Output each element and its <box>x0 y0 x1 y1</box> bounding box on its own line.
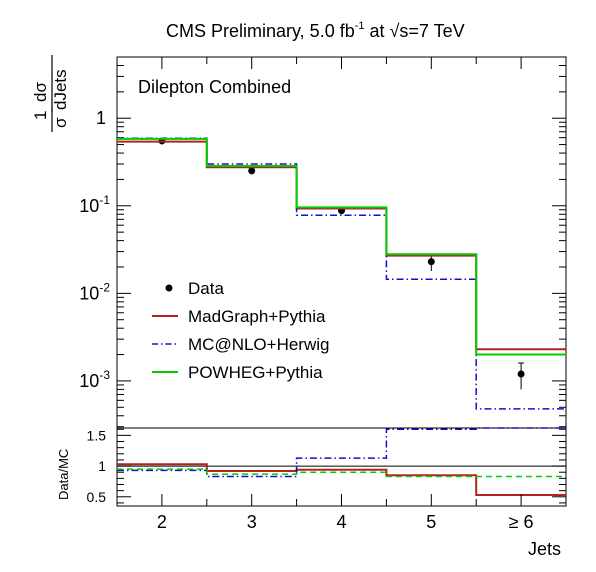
x-tick-label: 5 <box>426 512 436 532</box>
x-tick-label: 3 <box>247 512 257 532</box>
ratio-y-ticks: 0.5 1 1.5 <box>87 427 566 505</box>
ratio-series-madgraph-pythia <box>117 463 566 496</box>
y-axis-label: 1 σ dσ dJets <box>31 55 70 132</box>
ratio-series-powheg-pythia <box>117 468 566 478</box>
x-axis-label: Jets <box>528 539 561 559</box>
data-point <box>248 167 256 175</box>
main-y-tick-label: 1 <box>96 108 106 128</box>
x-tick-label: 2 <box>157 512 167 532</box>
data-point <box>427 258 435 266</box>
y-label-djets: dJets <box>51 69 70 110</box>
main-y-tick-label: 10-1 <box>79 193 110 216</box>
main-series-group <box>117 137 566 410</box>
legend-label-data: Data <box>188 279 224 298</box>
y-label-sigma: σ <box>51 117 70 128</box>
y-label-dsigma: dσ <box>31 82 50 102</box>
main-y-tick-label: 10-2 <box>79 280 110 303</box>
ratio-y-tick-label: 1 <box>98 458 106 474</box>
legend: Data MadGraph+Pythia MC@NLO+Herwig POWHE… <box>152 279 329 382</box>
series-powheg-pythia <box>117 137 566 356</box>
x-tick-label: 4 <box>336 512 346 532</box>
ratio-y-label: Data/MC <box>56 449 71 500</box>
main-y-tick-label: 10-3 <box>79 368 110 391</box>
y-label-one: 1 <box>31 111 50 120</box>
ratio-y-tick-label: 0.5 <box>87 489 107 505</box>
ratio-y-tick-label: 1.5 <box>87 427 107 443</box>
x-tick-label: ≥ 6 <box>509 512 534 532</box>
series-madgraph-pythia <box>117 140 566 351</box>
series-mc-nlo-herwig <box>117 137 566 410</box>
legend-label-powheg: POWHEG+Pythia <box>188 363 323 382</box>
main-y-ticks: 1 10-1 10-2 10-3 <box>79 56 566 428</box>
legend-label-madgraph: MadGraph+Pythia <box>188 307 326 326</box>
ratio-series-group <box>117 427 566 496</box>
chart-title: CMS Preliminary, 5.0 fb-1 at √s=7 TeV <box>166 20 465 41</box>
annotation-dilepton: Dilepton Combined <box>138 77 291 97</box>
data-point <box>517 370 525 378</box>
legend-data-marker <box>165 284 173 292</box>
legend-label-mcatnlo: MC@NLO+Herwig <box>188 335 329 354</box>
x-axis: 2 3 4 5 ≥ 6 <box>116 57 567 532</box>
main-plot-frame <box>116 56 567 429</box>
sqrt-sign: √ <box>390 21 400 41</box>
